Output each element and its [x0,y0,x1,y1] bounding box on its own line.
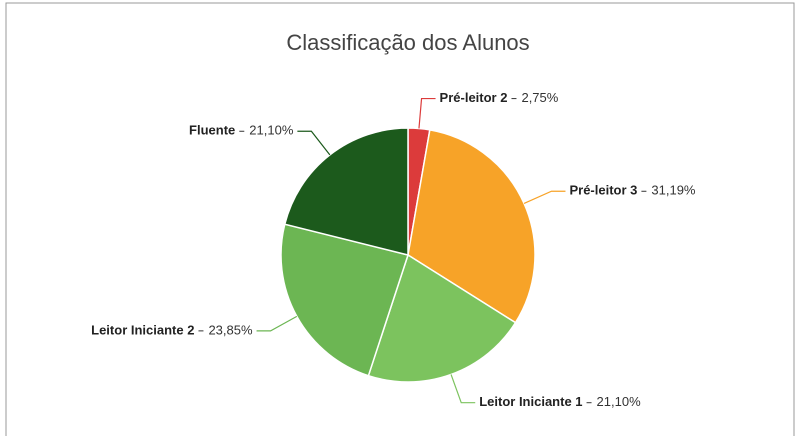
pie-slice [280,223,409,377]
slice-label-name: Fluente [189,123,235,138]
slice-label-name: Pré-leitor 3 [569,183,637,198]
slice-label-value: 21,10% [597,394,642,409]
slice-label-name: Leitor Iniciante 1 [479,394,582,409]
slice-label-value: 21,10% [249,123,294,138]
leader-line [523,190,566,204]
slice-label-name: Pré-leitor 2 [440,90,508,105]
slice-label-name: Leitor Iniciante 2 [91,322,194,337]
leader-line [418,97,436,129]
pie-slice [283,127,409,256]
leader-line [297,130,331,156]
leader-line [450,374,476,404]
leader-line [256,315,298,332]
slice-label-value: 2,75% [521,90,558,105]
slice-label-value: 31,19% [651,183,696,198]
chart-title: Classificação dos Alunos [286,30,529,55]
pie-slice [367,253,517,383]
slice-label-value: 23,85% [208,322,253,337]
